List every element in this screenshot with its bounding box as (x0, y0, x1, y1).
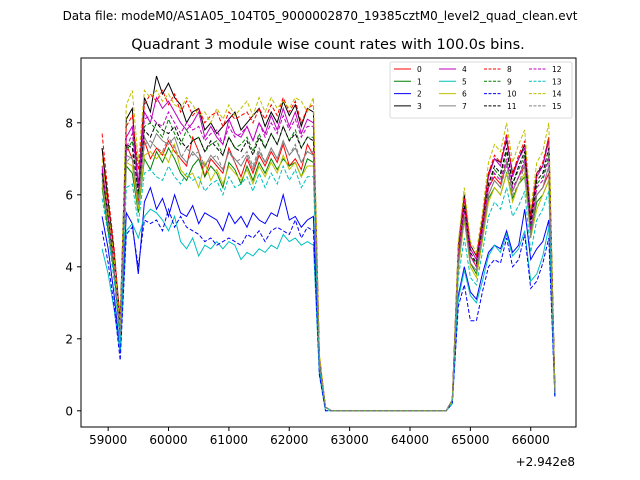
y-tick-label: 4 (65, 260, 73, 274)
plot-frame (80, 57, 577, 428)
y-tick-label: 0 (65, 404, 73, 418)
legend-label: 0 (417, 65, 422, 74)
series-line-9 (101, 117, 556, 412)
x-offset-label: +2.942e8 (516, 455, 575, 469)
legend-label: 4 (462, 65, 467, 74)
legend-label: 3 (417, 102, 422, 111)
series-line-0 (101, 135, 556, 412)
legend-label: 13 (552, 77, 562, 86)
legend-label: 9 (507, 77, 512, 86)
series-line-14 (101, 89, 556, 412)
legend-label: 1 (417, 77, 422, 86)
series-line-15 (101, 136, 556, 412)
legend-label: 10 (507, 90, 517, 99)
legend-label: 8 (507, 65, 512, 74)
series-line-13 (101, 164, 556, 412)
legend-label: 5 (462, 77, 467, 86)
x-tick-label: 62000 (270, 433, 308, 447)
x-tick-label: 61000 (210, 433, 248, 447)
y-tick-label: 8 (65, 116, 73, 130)
y-axis: 0 2 4 6 8 (65, 116, 81, 418)
x-tick-label: 66000 (512, 433, 550, 447)
legend-label: 2 (417, 90, 422, 99)
x-axis: 59000 60000 61000 62000 63000 64000 65000 66000 (89, 427, 550, 447)
x-tick-label: 64000 (391, 433, 429, 447)
series-line-11 (101, 121, 556, 412)
series-line-5 (101, 208, 556, 412)
legend-label: 7 (462, 102, 467, 111)
legend-label: 11 (507, 102, 517, 111)
x-tick-label: 60000 (149, 433, 187, 447)
y-tick-label: 2 (65, 332, 73, 346)
series-line-2 (101, 186, 556, 412)
legend-label: 6 (462, 90, 467, 99)
series-line-3 (101, 75, 556, 412)
legend-label: 12 (552, 65, 562, 74)
series-line-12 (101, 110, 556, 412)
series-line-10 (101, 207, 556, 412)
plot-lines (101, 75, 556, 412)
x-tick-label: 65000 (451, 433, 489, 447)
suptitle: Data file: modeM0/AS1A05_104T05_90000028… (63, 9, 578, 23)
legend-label: 15 (552, 102, 562, 111)
x-tick-label: 59000 (89, 433, 127, 447)
y-tick-label: 6 (65, 188, 73, 202)
legend-box (389, 61, 573, 119)
series-line-8 (101, 89, 556, 412)
x-tick-label: 63000 (331, 433, 369, 447)
chart-title: Quadrant 3 module wise count rates with … (131, 37, 525, 53)
legend-label: 14 (552, 90, 562, 99)
series-line-4 (101, 96, 556, 412)
